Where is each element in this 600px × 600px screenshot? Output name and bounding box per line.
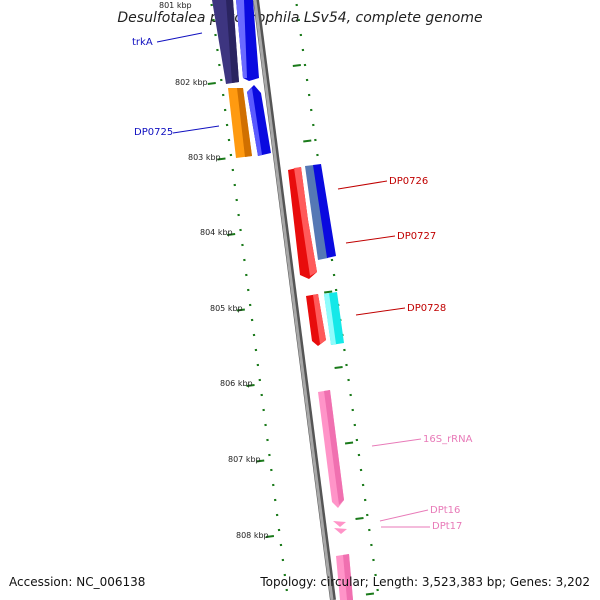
major-tick-mark — [207, 82, 216, 85]
gene-feature-dp0726-shade — [294, 167, 317, 276]
leader-line-trka — [156, 32, 203, 43]
gene-feature-dp0725-shade — [237, 88, 252, 157]
major-tick-mark — [355, 517, 364, 520]
gene-label-dp0726[interactable]: DP0726 — [389, 176, 428, 187]
gene-feature-dp0727-steel[interactable] — [305, 165, 328, 260]
major-tick-mark — [256, 459, 265, 463]
gene-feature-trka-shade — [236, 0, 247, 78]
scale-label-807: 807 kbp — [228, 455, 261, 464]
scale-label-808: 808 kbp — [236, 531, 269, 540]
major-tick-mark — [265, 535, 275, 538]
gene-feature-trka-inner-shade — [226, 0, 239, 83]
gene-feature-dp0725-partner-shade — [247, 88, 262, 156]
gene-feature-dp0728-shade — [313, 294, 326, 344]
scale-label-803: 803 kbp — [188, 153, 221, 162]
gene-label-dpt17[interactable]: DPt17 — [432, 521, 462, 532]
major-tick-mark — [344, 441, 354, 445]
gene-label-16s-rrna[interactable]: 16S_rRNA — [423, 434, 473, 445]
gene-feature-16s-rrna-shade — [324, 390, 344, 505]
genome-backbone-highlight — [253, 0, 334, 600]
leader-line-16s-rrna — [371, 438, 422, 447]
accession-info: Accession: NC_006138 — [9, 575, 146, 589]
scale-label-801: 801 kbp — [159, 1, 192, 10]
gene-feature-dp0727[interactable] — [313, 164, 336, 258]
leader-line-dp0728 — [355, 307, 406, 316]
leader-line-dp0725 — [172, 125, 220, 134]
major-tick-mark — [227, 233, 236, 236]
gene-feature-dp0728-cyan-shade — [324, 293, 336, 345]
major-tick-mark — [217, 157, 226, 161]
gene-feature-dpt17[interactable] — [334, 528, 347, 534]
gene-feature-bottom-shade — [343, 554, 353, 600]
gene-label-dp0727[interactable]: DP0727 — [397, 231, 436, 242]
major-tick-mark — [324, 290, 333, 294]
leader-line-dp0726 — [337, 180, 388, 190]
scale-label-806: 806 kbp — [220, 379, 253, 388]
major-tick-mark — [303, 139, 312, 143]
gene-label-dp0725[interactable]: DP0725 — [134, 127, 173, 138]
scale-label-802: 802 kbp — [175, 78, 208, 87]
leader-line-dp0727 — [345, 235, 396, 244]
major-tick-mark — [236, 308, 245, 312]
gene-label-dp0728[interactable]: DP0728 — [407, 303, 446, 314]
gene-feature-dpt16[interactable] — [333, 521, 346, 527]
scale-label-805: 805 kbp — [210, 304, 243, 313]
scale-label-804: 804 kbp — [200, 228, 233, 237]
map-title: Desulfotalea psychrophila LSv54, complet… — [117, 10, 483, 26]
major-tick-mark — [365, 592, 375, 596]
major-tick-mark — [334, 366, 343, 369]
major-tick-mark — [292, 64, 301, 67]
leader-line-dpt16 — [379, 509, 429, 522]
gene-label-trka[interactable]: trkA — [132, 37, 153, 48]
genome-summary: Topology: circular; Length: 3,523,383 bp… — [260, 575, 590, 589]
gene-label-dpt16[interactable]: DPt16 — [430, 505, 460, 516]
major-tick-mark — [246, 384, 255, 387]
